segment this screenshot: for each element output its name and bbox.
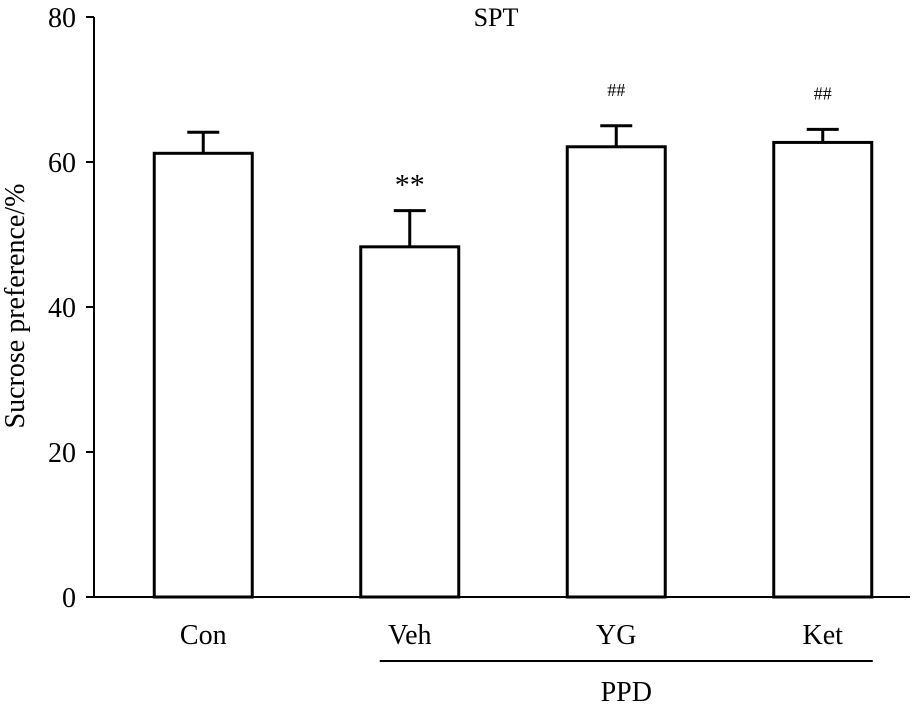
x-tick-label-yg: YG	[596, 620, 636, 651]
significance-marker: ##	[607, 80, 625, 100]
group-label: PPD	[601, 677, 652, 705]
y-axis: 0 20 40 60 80	[48, 3, 95, 614]
x-tick-label-con: Con	[180, 620, 227, 651]
x-tick-label-ket: Ket	[803, 620, 844, 651]
y-tick-label: 60	[48, 148, 76, 179]
significance-marker: **	[395, 169, 425, 202]
bars: Con ** Veh ## YG ## Ket	[152, 80, 874, 651]
bar-con	[152, 151, 254, 599]
bar-veh	[359, 245, 461, 599]
group-bracket: PPD	[379, 660, 873, 705]
x-tick-label-veh: Veh	[388, 620, 432, 651]
bar-ket	[772, 140, 874, 599]
y-axis-label: Sucrose preference/%	[0, 184, 31, 429]
y-tick-label: 80	[48, 3, 76, 34]
bar-yg	[565, 145, 667, 599]
chart-title: SPT	[474, 3, 519, 32]
y-tick-label: 40	[48, 293, 76, 324]
y-tick-label: 20	[48, 438, 76, 469]
y-tick-label: 0	[62, 583, 76, 614]
significance-marker: ##	[814, 83, 832, 103]
